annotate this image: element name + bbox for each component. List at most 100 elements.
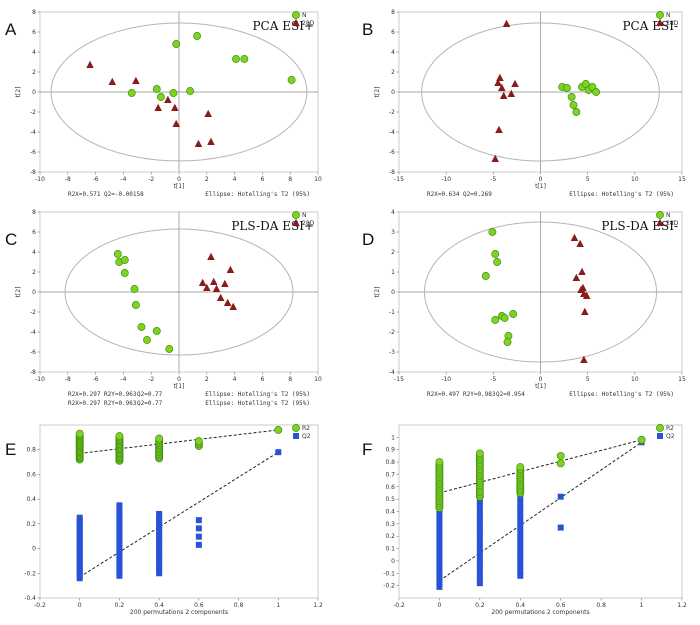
data-point-q2 — [517, 494, 524, 501]
data-point-q2 — [436, 563, 443, 570]
x-tick-label: 0 — [177, 176, 181, 183]
data-point-q2 — [116, 554, 123, 561]
data-point-q2 — [517, 514, 524, 521]
legend-label: R2 — [666, 425, 674, 432]
x-tick-label: 0.4 — [516, 602, 526, 609]
y-tick-label: -2 — [389, 109, 395, 116]
data-point-28d — [498, 83, 506, 91]
x-tick-label: 0.4 — [154, 602, 164, 609]
data-point-q2 — [116, 566, 123, 573]
x-tick-label: -5 — [490, 376, 496, 383]
data-point-28d — [570, 233, 579, 241]
data-point-n — [156, 93, 165, 101]
footer-stat: R2Y=0.963 — [104, 400, 137, 407]
data-point-28d — [511, 79, 519, 87]
x-tick-label: -4 — [120, 176, 126, 183]
data-point-n — [152, 85, 161, 93]
ellipse-label: Ellipse: Hotelling's T2 (95%) — [569, 391, 674, 398]
y-tick-label: -6 — [389, 149, 395, 156]
x-tick-label: -10 — [35, 376, 45, 383]
data-point-q2 — [76, 514, 83, 521]
y-tick-label: -4 — [30, 329, 36, 336]
data-point-n — [562, 84, 571, 92]
y-tick-label: 4 — [32, 249, 36, 256]
panel-letter: F — [362, 440, 372, 459]
data-point-q2 — [517, 567, 524, 574]
data-point-q2 — [116, 569, 123, 576]
data-point-n — [127, 89, 136, 97]
data-point-r2 — [475, 449, 484, 458]
footer-stat: Q2=-0.00158 — [104, 191, 144, 198]
data-point-r2 — [637, 435, 646, 444]
panel-f: F -0.2 0 0.2 0.4 0.6 0.8 1 1.2 -0.2 -0.1 0 0.1 0.2 0.3… — [362, 424, 687, 616]
data-point-q2 — [156, 529, 163, 536]
data-point-q2 — [156, 514, 163, 521]
data-point-q2 — [156, 567, 163, 574]
data-point-q2 — [436, 514, 443, 521]
data-point-q2 — [517, 528, 524, 535]
data-point-q2 — [476, 575, 483, 582]
data-point-q2 — [436, 535, 443, 542]
data-point-28d — [579, 283, 587, 291]
x-tick-label: 1 — [276, 602, 280, 609]
data-point-q2 — [476, 534, 483, 541]
data-point-28d — [582, 291, 591, 299]
data-point-q2 — [156, 564, 163, 571]
y-tick-label: 0.4 — [26, 496, 36, 503]
y-tick-label: 8 — [32, 209, 36, 216]
data-point-n — [481, 272, 490, 280]
data-point-q2 — [557, 524, 564, 531]
data-point-q2 — [116, 542, 123, 549]
panel-letter: D — [362, 230, 374, 249]
legend-label: R2 — [302, 425, 310, 432]
data-point-q2 — [517, 533, 524, 540]
x-tick-label: 0 — [438, 602, 442, 609]
x-tick-label: -10 — [441, 176, 451, 183]
x-axis-label: t[1] — [535, 183, 546, 190]
x-axis-label: 200 permutations 2 components — [130, 609, 228, 616]
data-point-q2 — [557, 493, 564, 500]
regression-line-q2 — [79, 451, 279, 578]
legend-label: 28D — [302, 220, 315, 227]
data-point-28d — [164, 95, 172, 103]
y-tick-label: -0.4 — [24, 595, 36, 602]
y-tick-label: 1 — [391, 434, 395, 441]
legend-label: N — [302, 12, 307, 19]
x-tick-label: 0 — [539, 376, 543, 383]
x-tick-label: 0.8 — [234, 602, 244, 609]
x-tick-label: 0 — [177, 376, 181, 383]
data-point-n — [567, 93, 576, 101]
y-tick-label: 0.8 — [385, 459, 395, 466]
data-point-28d — [226, 265, 235, 273]
y-tick-label: -0.2 — [383, 583, 395, 590]
x-tick-label: 0.6 — [556, 602, 566, 609]
x-tick-label: -8 — [65, 176, 71, 183]
x-tick-label: -4 — [120, 376, 126, 383]
data-point-q2 — [116, 502, 123, 509]
footer-stat: R2X=0.297 — [68, 400, 101, 407]
y-tick-label: 0.8 — [26, 447, 36, 454]
data-point-q2 — [476, 543, 483, 550]
data-point-n — [120, 269, 129, 277]
data-point-r2 — [115, 432, 124, 441]
legend-label: Q2 — [302, 433, 311, 440]
legend-marker — [292, 424, 300, 432]
data-point-q2 — [436, 523, 443, 530]
x-tick-label: -8 — [65, 376, 71, 383]
legend-marker — [656, 424, 664, 432]
x-tick-label: 0.2 — [475, 602, 485, 609]
data-point-n — [131, 301, 140, 309]
data-point-q2 — [476, 557, 483, 564]
x-tick-label: 4 — [233, 176, 237, 183]
data-point-q2 — [517, 499, 524, 506]
panel-title: PCA ESI+ — [252, 19, 314, 33]
x-tick-label: -10 — [35, 176, 45, 183]
panel-d: D-15 -10 -5 0 5 10 15-4-3-2-101234t[1]t[2]PLS-… — [362, 209, 686, 398]
legend-marker — [292, 18, 300, 26]
data-point-28d — [502, 19, 511, 27]
x-tick-label: 1.2 — [677, 602, 687, 609]
data-point-q2 — [156, 532, 163, 539]
footer-stat: Q2=0.269 — [463, 191, 492, 198]
data-point-n — [493, 258, 502, 266]
